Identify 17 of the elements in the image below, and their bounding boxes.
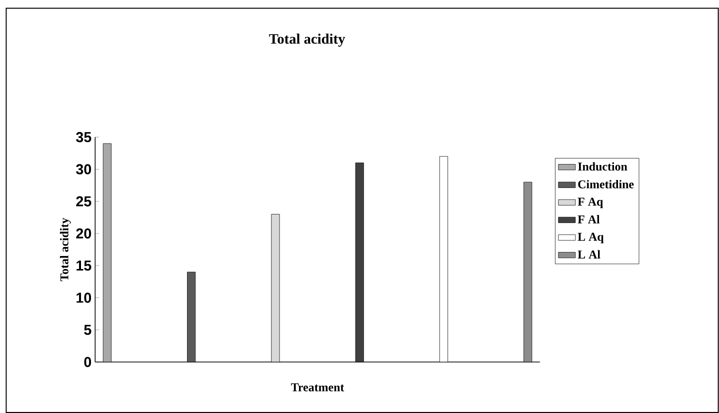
legend-label: F Al — [578, 214, 600, 224]
y-tick-label: 15 — [76, 260, 92, 271]
x-axis-title: Treatment — [291, 383, 344, 392]
legend-label: F Aq — [578, 198, 604, 208]
y-tick-label: 10 — [76, 292, 92, 303]
legend-label: L Al — [578, 250, 600, 258]
legend-label: Cimetidine — [578, 180, 634, 188]
y-axis-title: Total acidity — [60, 218, 71, 282]
legend-label: L Aq — [578, 232, 604, 244]
y-tick-label: 5 — [84, 324, 92, 335]
y-tick-label: 35 — [76, 132, 92, 142]
y-tick-label: 0 — [84, 356, 92, 367]
y-tick-label: 25 — [76, 196, 92, 206]
legend-label: Induction — [578, 162, 628, 171]
y-tick-label: 20 — [76, 228, 92, 238]
chart-title: Total acidity — [269, 34, 346, 47]
y-tick-label: 30 — [76, 164, 92, 174]
